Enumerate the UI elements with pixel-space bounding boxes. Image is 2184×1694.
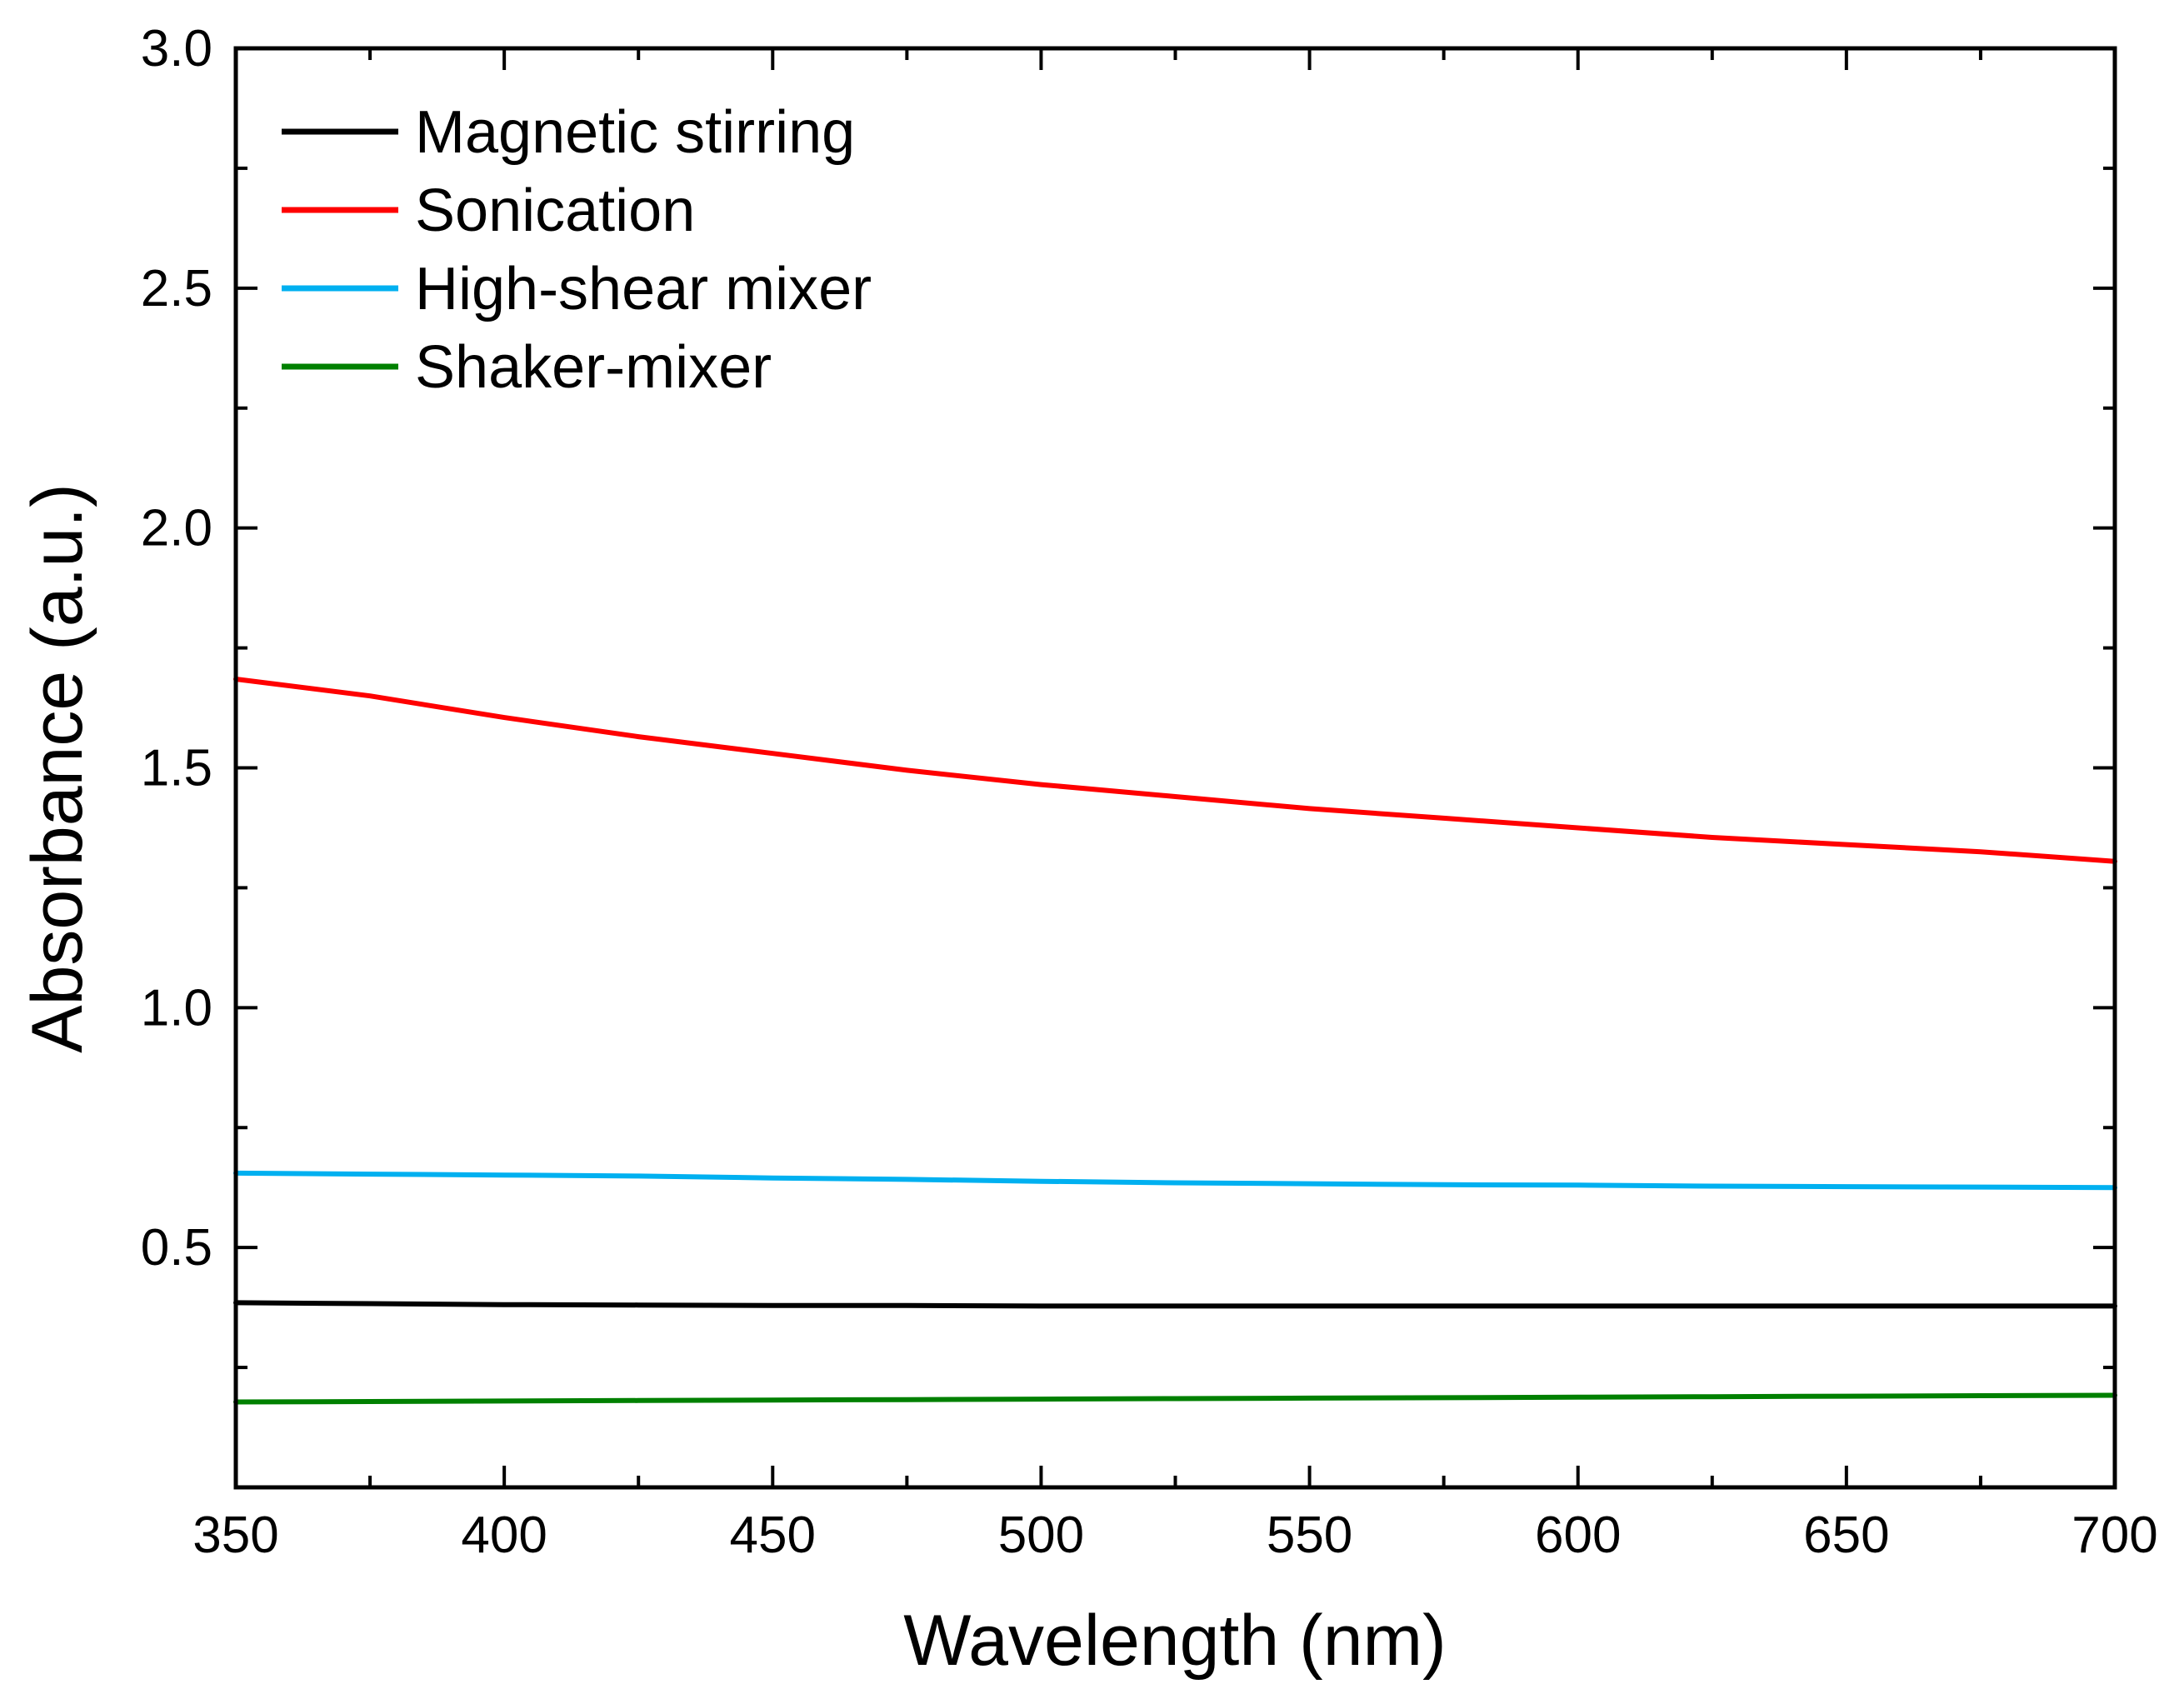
series-line-magnetic-stirring (233, 1300, 2117, 1309)
y-tick-label: 3.0 (141, 20, 212, 77)
legend: Magnetic stirring Sonication High-shear mi… (282, 99, 872, 401)
y-tick-label: 1.0 (141, 979, 212, 1037)
legend-label-magnetic-stirring: Magnetic stirring (415, 99, 855, 166)
x-tick-label: 550 (1267, 1507, 1352, 1564)
y-tick-label: 2.0 (141, 500, 212, 557)
x-tick-label: 400 (461, 1507, 547, 1564)
legend-label-sonication: Sonication (415, 177, 695, 244)
x-tick-label: 700 (2072, 1507, 2157, 1564)
y-tick-label: 2.5 (141, 260, 212, 317)
series-line-sonication (233, 677, 2117, 864)
y-axis-title: Absorbance (a.u.) (17, 483, 97, 1053)
x-tick-label: 450 (730, 1507, 816, 1564)
plot-frame (233, 46, 2117, 1490)
series-lines (233, 677, 2117, 1405)
series-line-high-shear-mixer (233, 1170, 2117, 1191)
legend-label-shaker-mixer: Shaker-mixer (415, 334, 772, 401)
x-tick-label: 650 (1803, 1507, 1889, 1564)
y-tick-label: 1.5 (141, 740, 212, 797)
x-tick-label: 600 (1535, 1507, 1621, 1564)
x-tick-label: 500 (998, 1507, 1084, 1564)
series-line-shaker-mixer (233, 1392, 2117, 1405)
x-axis-title: Wavelength (nm) (903, 1601, 1447, 1681)
tick-labels: 350 400 450 500 550 600 650 700 0.5 1.0 1.5 2.0 2.5 3… (141, 20, 2158, 1564)
x-tick-label: 350 (192, 1507, 278, 1564)
legend-label-high-shear-mixer: High-shear mixer (415, 256, 872, 322)
y-tick-label: 0.5 (141, 1219, 212, 1277)
